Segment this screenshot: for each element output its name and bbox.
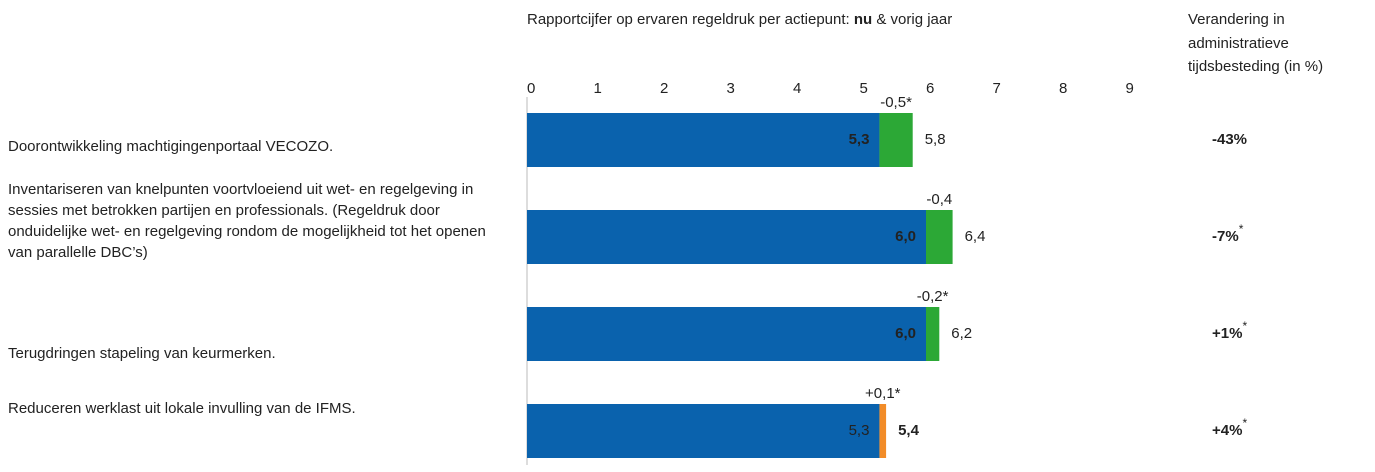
x-tick-label: 8 [1059, 80, 1067, 97]
x-tick-label: 2 [660, 80, 668, 97]
category-label: Terugdringen stapeling van keurmerken. [8, 345, 276, 362]
change-label: -7%* [1212, 222, 1244, 245]
title-text: Rapportcijfer op ervaren regeldruk per a… [527, 11, 850, 28]
title-joiner: & [876, 11, 886, 28]
bar [527, 210, 926, 264]
chart-title: Rapportcijfer op ervaren regeldruk per a… [527, 11, 952, 28]
value-label: 6,0 [895, 325, 916, 342]
legend-now: nu [854, 11, 872, 28]
difference-label: +0,1* [865, 385, 901, 402]
value-label: 6,0 [895, 228, 916, 245]
change-note: * [1239, 222, 1244, 236]
change-label: +4%* [1212, 416, 1247, 439]
value-label: 5,4 [898, 422, 920, 439]
change-title: tijdsbesteding (in %) [1188, 58, 1323, 75]
change-note: * [1242, 319, 1247, 333]
x-tick-label: 0 [527, 80, 535, 97]
x-tick-label: 1 [594, 80, 602, 97]
change-text: +4% [1212, 422, 1242, 439]
value-label: 5,3 [849, 422, 870, 439]
change-label: -43% [1212, 131, 1247, 148]
category-label: Doorontwikkeling machtigingenportaal VEC… [8, 138, 334, 155]
difference-label: -0,5* [880, 94, 912, 111]
change-note: * [1242, 416, 1247, 430]
difference-segment [926, 307, 940, 361]
change-title: administratieve [1188, 35, 1289, 52]
change-text: -7% [1212, 228, 1239, 245]
difference-segment [879, 404, 887, 458]
difference-label: -0,4 [926, 191, 952, 208]
category-label: Inventariseren van knelpunten voortvloei… [8, 181, 486, 261]
change-text: -43% [1212, 131, 1247, 148]
value-label: 5,8 [925, 131, 946, 148]
difference-label: -0,2* [917, 288, 949, 305]
change-title: Verandering in [1188, 11, 1285, 28]
x-tick-label: 5 [860, 80, 868, 97]
difference-segment [926, 210, 953, 264]
legend-prev: vorig jaar [891, 11, 953, 28]
bar [527, 404, 880, 458]
bar [527, 113, 880, 167]
value-label: 6,4 [965, 228, 986, 245]
category-label: Reduceren werklast uit lokale invulling … [8, 400, 356, 417]
value-label: 5,3 [849, 131, 870, 148]
x-tick-label: 9 [1126, 80, 1134, 97]
change-text: +1% [1212, 325, 1242, 342]
value-label: 6,2 [951, 325, 972, 342]
difference-segment [879, 113, 913, 167]
bar [527, 307, 926, 361]
change-label: +1%* [1212, 319, 1247, 342]
x-tick-label: 6 [926, 80, 934, 97]
x-tick-label: 7 [993, 80, 1001, 97]
x-tick-label: 3 [727, 80, 735, 97]
x-tick-label: 4 [793, 80, 801, 97]
